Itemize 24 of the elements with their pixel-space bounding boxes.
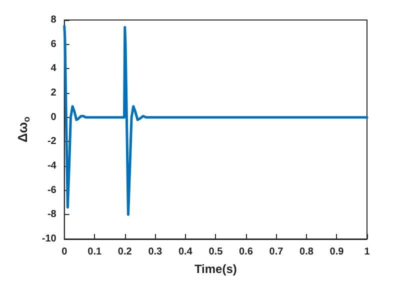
- x-tick-label: 0.4: [178, 246, 193, 258]
- y-tick-label: -2: [47, 136, 57, 148]
- y-tick-label: 0: [50, 112, 57, 123]
- line-series: [63, 24, 368, 216]
- x-tick-label: 1: [364, 246, 370, 258]
- x-tick-label: 0.5: [208, 246, 224, 258]
- y-tick-label: -4: [47, 160, 57, 172]
- y-tick-label: -10: [42, 234, 57, 244]
- y-tick-label: 2: [50, 88, 57, 98]
- y-tick-label: -6: [47, 184, 57, 196]
- x-tick-label: 0.3: [148, 246, 163, 258]
- x-axis-title: Time(s): [194, 262, 237, 276]
- x-tick-label: 0.7: [269, 246, 284, 258]
- y-tick-label: -8: [47, 209, 57, 220]
- x-tick-label: 0.9: [330, 246, 344, 258]
- x-tick-label: 0.2: [118, 246, 132, 258]
- y-axis-title: Δωo: [15, 116, 32, 142]
- y-tick-label: 6: [50, 38, 57, 50]
- x-tick-label: 0.1: [88, 246, 102, 258]
- y-tick-label: 4: [50, 63, 57, 74]
- x-tick-label: 0.6: [238, 246, 254, 258]
- x-tick-label: 0.8: [300, 246, 314, 258]
- x-tick-label: 0: [62, 246, 68, 258]
- y-tick-label: 8: [50, 14, 57, 26]
